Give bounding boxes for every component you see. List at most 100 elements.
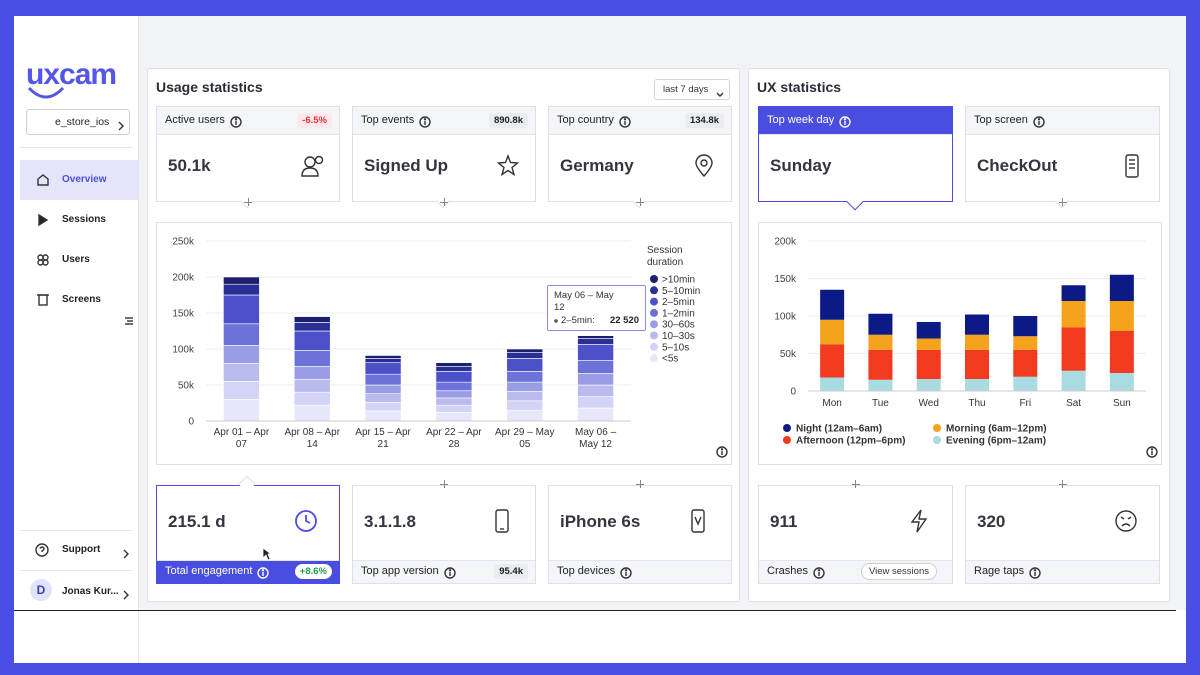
logo: uxcam [26, 58, 117, 91]
bar-segment [293, 316, 331, 323]
icon [124, 313, 134, 325]
card-value: 320 [977, 512, 1006, 531]
bar-segment [435, 371, 473, 383]
tooltip-title: May 06 – May 12 [554, 290, 614, 313]
bar-segment [223, 399, 260, 422]
icon-part [35, 543, 49, 557]
y-tick-label: 100k [774, 312, 797, 323]
card-header [157, 107, 339, 135]
icon-part [305, 515, 311, 524]
period-select[interactable] [654, 79, 730, 100]
bar-segment [364, 358, 402, 363]
icon-part [27, 86, 65, 99]
bar-segment [965, 334, 989, 350]
icon [36, 213, 50, 227]
icon-part [1033, 116, 1045, 128]
bar-segment [223, 381, 260, 400]
icon-part [1029, 567, 1041, 579]
nav-active [20, 160, 138, 200]
bar-segment [820, 289, 845, 320]
icon-part [123, 549, 129, 559]
card-badge: -6.5% [297, 113, 332, 128]
bar-segment [916, 322, 941, 339]
plus [636, 198, 644, 206]
bar-segment [223, 323, 260, 346]
view-sessions-button[interactable]: View sessions [860, 563, 937, 580]
plus [636, 480, 644, 488]
legend-swatch [650, 286, 658, 295]
icon-part [496, 154, 520, 177]
icon-part [37, 254, 44, 261]
chart: 0 50k 100k 150k 200k Mon Tue Wed Thu Fri Sat Sun Nig… [774, 237, 1146, 447]
legend-swatch [650, 342, 658, 351]
y-tick-label: 0 [188, 417, 194, 428]
bar-segment [868, 379, 893, 391]
bar-segment [364, 362, 402, 375]
icon [1114, 509, 1138, 533]
icon [122, 587, 130, 600]
legend-swatch [650, 320, 658, 329]
card-value: CheckOut [977, 156, 1058, 175]
icon-part [295, 510, 317, 532]
bar-segment [506, 381, 544, 392]
icon-part [301, 155, 324, 177]
card-label: Top events [361, 114, 415, 126]
icon [692, 154, 716, 178]
legend-label: 1–2min [662, 308, 695, 319]
bar-segment [506, 391, 544, 402]
bar-segment [916, 338, 941, 350]
icon-part [495, 509, 509, 533]
bar-segment [868, 334, 893, 350]
icon [620, 566, 632, 579]
icon-part [817, 569, 821, 572]
icon-part [1037, 118, 1041, 121]
user-name: Jonas Kur... [62, 586, 119, 597]
icon [716, 445, 728, 458]
tooltip-label: 2–5min: [554, 315, 595, 326]
icon-part [716, 446, 728, 458]
x-tick-label: Tue [872, 398, 889, 409]
plus [244, 198, 252, 206]
legend-swatch [933, 424, 941, 432]
nav-label: Screens [62, 294, 101, 305]
bar-segment [506, 400, 544, 411]
bar-segment [506, 348, 544, 353]
icon-part [230, 116, 242, 128]
icon-part [620, 567, 632, 579]
icon-part [423, 118, 427, 121]
icon [686, 509, 710, 533]
icon-part [691, 509, 705, 533]
nav-label: Users [62, 254, 90, 265]
bar-segment [293, 322, 331, 332]
card-badge: 890.8k [488, 113, 528, 128]
icon-part [230, 116, 242, 128]
card-label: Top screen [974, 114, 1028, 126]
icon-part [813, 567, 825, 579]
bar-segment [1109, 331, 1134, 373]
bar-segment [364, 410, 402, 422]
legend-label: >10min [662, 275, 695, 286]
icon-part [262, 547, 273, 561]
card-label: Top week day [767, 114, 835, 126]
bar-segment [1061, 370, 1086, 391]
icon-part [624, 569, 628, 572]
icon-part [839, 116, 851, 128]
x-tick-label: Apr 29 – May 05 [495, 427, 555, 450]
icon-part [1033, 116, 1045, 128]
bar-segment [1109, 373, 1134, 391]
icon-part [125, 317, 133, 325]
bar-segment [435, 412, 473, 422]
icon [36, 253, 50, 267]
bar-segment [1061, 285, 1086, 301]
chart-card: 0 50k 100k 150k 200k Mon Tue Wed Thu Fri Sat Sun Nig… [758, 222, 1162, 465]
icon-part [695, 154, 713, 178]
x-tick-label: Thu [968, 398, 985, 409]
bar-segment [577, 344, 614, 361]
icon [1120, 154, 1144, 178]
app-select[interactable] [26, 109, 130, 135]
icon [813, 566, 825, 579]
card-footer [353, 560, 535, 583]
bar-segment [1061, 301, 1086, 328]
card-value: Signed Up [364, 156, 449, 175]
icon-part [1029, 567, 1041, 579]
